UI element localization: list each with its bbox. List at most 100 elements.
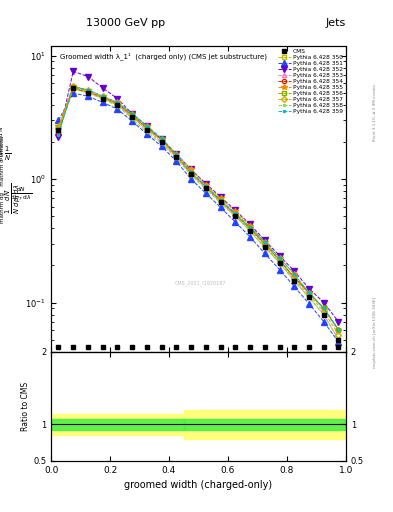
- Pythia 6.428 353: [115, 102, 120, 108]
- Pythia 6.428 350: [71, 84, 75, 90]
- Pythia 6.428 354: [159, 136, 164, 142]
- Pythia 6.428 351: [233, 219, 238, 225]
- Pythia 6.428 358: [189, 172, 193, 178]
- Pythia 6.428 353: [263, 244, 267, 250]
- Pythia 6.428 350: [321, 305, 326, 311]
- Pythia 6.428 350: [336, 327, 341, 333]
- Pythia 6.428 355: [263, 239, 267, 245]
- Pythia 6.428 359: [336, 327, 341, 333]
- Pythia 6.428 353: [56, 127, 61, 133]
- Pythia 6.428 355: [56, 123, 61, 129]
- Pythia 6.428 351: [115, 106, 120, 112]
- Pythia 6.428 355: [115, 99, 120, 105]
- Pythia 6.428 356: [174, 153, 179, 159]
- Pythia 6.428 356: [321, 305, 326, 311]
- Pythia 6.428 353: [100, 96, 105, 102]
- Pythia 6.428 354: [71, 86, 75, 92]
- Pythia 6.428 354: [115, 100, 120, 106]
- Pythia 6.428 353: [277, 260, 282, 266]
- Text: mathrm dg_  mathrm d lambda: mathrm dg_ mathrm d lambda: [0, 136, 5, 223]
- Pythia 6.428 359: [145, 123, 149, 129]
- Pythia 6.428 358: [71, 86, 75, 92]
- Pythia 6.428 352: [115, 96, 120, 102]
- Pythia 6.428 358: [115, 103, 120, 110]
- Pythia 6.428 358: [263, 244, 267, 250]
- Pythia 6.428 353: [189, 171, 193, 177]
- Pythia 6.428 356: [233, 211, 238, 217]
- Pythia 6.428 359: [189, 168, 193, 175]
- Pythia 6.428 353: [145, 127, 149, 133]
- Line: Pythia 6.428 353: Pythia 6.428 353: [56, 86, 341, 342]
- Pythia 6.428 356: [115, 100, 120, 106]
- Pythia 6.428 355: [189, 166, 193, 173]
- Pythia 6.428 359: [277, 255, 282, 261]
- CMS: [336, 336, 341, 343]
- Pythia 6.428 350: [86, 88, 90, 94]
- Pythia 6.428 352: [189, 166, 193, 173]
- Pythia 6.428 354: [204, 184, 208, 190]
- Pythia 6.428 355: [174, 151, 179, 157]
- Pythia 6.428 355: [233, 208, 238, 215]
- Pythia 6.428 350: [248, 225, 252, 231]
- Pythia 6.428 355: [307, 290, 311, 296]
- Pythia 6.428 352: [292, 268, 297, 274]
- Pythia 6.428 351: [336, 339, 341, 345]
- Pythia 6.428 354: [233, 211, 238, 217]
- Pythia 6.428 352: [145, 123, 149, 129]
- Line: Pythia 6.428 358: Pythia 6.428 358: [56, 87, 341, 342]
- Pythia 6.428 353: [336, 336, 341, 343]
- Pythia 6.428 358: [130, 116, 134, 122]
- Pythia 6.428 350: [218, 198, 223, 204]
- Text: Groomed width λ_1¹  (charged only) (CMS jet substructure): Groomed width λ_1¹ (charged only) (CMS j…: [60, 52, 267, 60]
- CMS: [115, 102, 120, 108]
- Pythia 6.428 356: [263, 241, 267, 247]
- Pythia 6.428 359: [218, 197, 223, 203]
- Pythia 6.428 357: [174, 154, 179, 160]
- Pythia 6.428 351: [145, 131, 149, 137]
- Pythia 6.428 359: [56, 132, 61, 138]
- Pythia 6.428 352: [218, 194, 223, 200]
- Pythia 6.428 356: [130, 112, 134, 118]
- Pythia 6.428 351: [130, 118, 134, 124]
- Pythia 6.428 356: [159, 136, 164, 142]
- Pythia 6.428 350: [115, 100, 120, 106]
- Pythia 6.428 359: [233, 210, 238, 216]
- Pythia 6.428 351: [277, 267, 282, 273]
- Pythia 6.428 354: [130, 112, 134, 118]
- Pythia 6.428 357: [336, 332, 341, 338]
- Pythia 6.428 358: [307, 294, 311, 301]
- Pythia 6.428 351: [218, 204, 223, 210]
- Line: Pythia 6.428 356: Pythia 6.428 356: [56, 85, 341, 332]
- CMS: [248, 228, 252, 234]
- Pythia 6.428 354: [248, 225, 252, 231]
- Pythia 6.428 359: [159, 135, 164, 141]
- Pythia 6.428 352: [71, 68, 75, 74]
- Pythia 6.428 352: [56, 134, 61, 140]
- Pythia 6.428 356: [292, 274, 297, 281]
- Pythia 6.428 350: [100, 94, 105, 100]
- Line: Pythia 6.428 357: Pythia 6.428 357: [56, 86, 341, 337]
- Pythia 6.428 357: [115, 102, 120, 108]
- Line: Pythia 6.428 351: Pythia 6.428 351: [56, 90, 341, 345]
- Pythia 6.428 350: [263, 241, 267, 247]
- Pythia 6.428 357: [204, 184, 208, 190]
- Pythia 6.428 357: [292, 276, 297, 282]
- Pythia 6.428 358: [233, 214, 238, 220]
- Pythia 6.428 352: [263, 237, 267, 243]
- CMS: [145, 127, 149, 133]
- Text: mathrm d N: mathrm d N: [0, 126, 4, 160]
- CMS: [218, 199, 223, 205]
- Pythia 6.428 356: [277, 257, 282, 263]
- CMS: [233, 214, 238, 220]
- CMS: [174, 155, 179, 161]
- Pythia 6.428 355: [130, 111, 134, 117]
- Pythia 6.428 354: [100, 94, 105, 100]
- Pythia 6.428 354: [218, 198, 223, 204]
- Text: $\frac{\mathrm{d}N}{\mathrm{d}\,p_T\,\mathrm{d}\,\lambda}$: $\frac{\mathrm{d}N}{\mathrm{d}\,p_T\,\ma…: [10, 186, 32, 203]
- Pythia 6.428 358: [159, 140, 164, 146]
- Pythia 6.428 357: [159, 138, 164, 144]
- Pythia 6.428 359: [292, 271, 297, 277]
- Pythia 6.428 351: [159, 143, 164, 150]
- CMS: [130, 114, 134, 120]
- Pythia 6.428 354: [336, 327, 341, 333]
